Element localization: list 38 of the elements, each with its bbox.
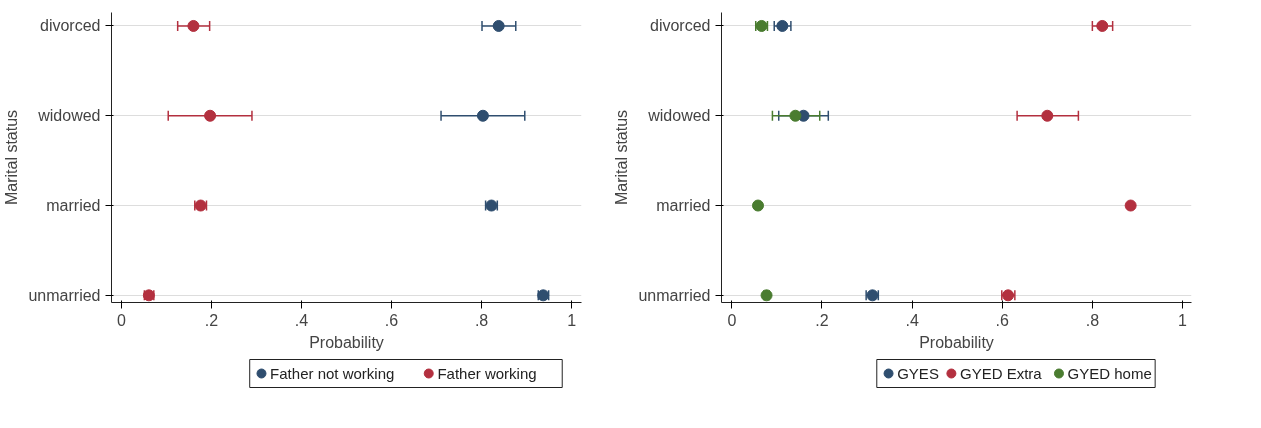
y-tick-label: divorced (40, 17, 101, 35)
y-tick-label: widowed (647, 107, 711, 125)
x-tick-label: .6 (995, 311, 1010, 329)
x-tick-label: .2 (204, 311, 219, 329)
x-tick-label: .8 (474, 311, 489, 329)
x-tick-label: .6 (384, 311, 399, 329)
y-tick-label: married (46, 197, 101, 215)
x-axis-title: Probability (309, 333, 384, 351)
point (187, 19, 200, 32)
y-tick-label: unmarried (638, 286, 711, 304)
point (752, 199, 764, 212)
x-axis-title: Probability (919, 333, 994, 351)
legend-label: GYED Extra (960, 365, 1043, 382)
point (789, 109, 802, 122)
legend-label: Father not working (270, 365, 395, 382)
y-tick-label: married (656, 197, 711, 215)
y-tick-label: unmarried (28, 286, 101, 304)
x-tick-label: .4 (905, 311, 919, 329)
x-tick-label: 0 (727, 311, 737, 329)
point (204, 109, 217, 122)
point (476, 109, 489, 122)
legend-label: GYES (897, 365, 939, 382)
y-tick-label: divorced (650, 17, 711, 35)
x-tick-label: 1 (567, 311, 577, 329)
point (1041, 109, 1054, 122)
x-tick-label: .4 (294, 311, 309, 329)
y-tick-label: widowed (37, 107, 101, 125)
x-tick-label: .8 (1085, 311, 1100, 329)
y-axis-title: Marital status (3, 109, 21, 206)
x-tick-label: .2 (815, 311, 829, 329)
y-axis-title: Marital status (613, 109, 631, 206)
legend-label: Father working (437, 365, 537, 382)
point (492, 19, 505, 32)
x-tick-label: 0 (116, 311, 126, 329)
point (1124, 199, 1137, 212)
x-tick-label: 1 (1178, 311, 1188, 329)
point (1096, 19, 1109, 32)
legend-label: GYED home (1067, 365, 1152, 382)
